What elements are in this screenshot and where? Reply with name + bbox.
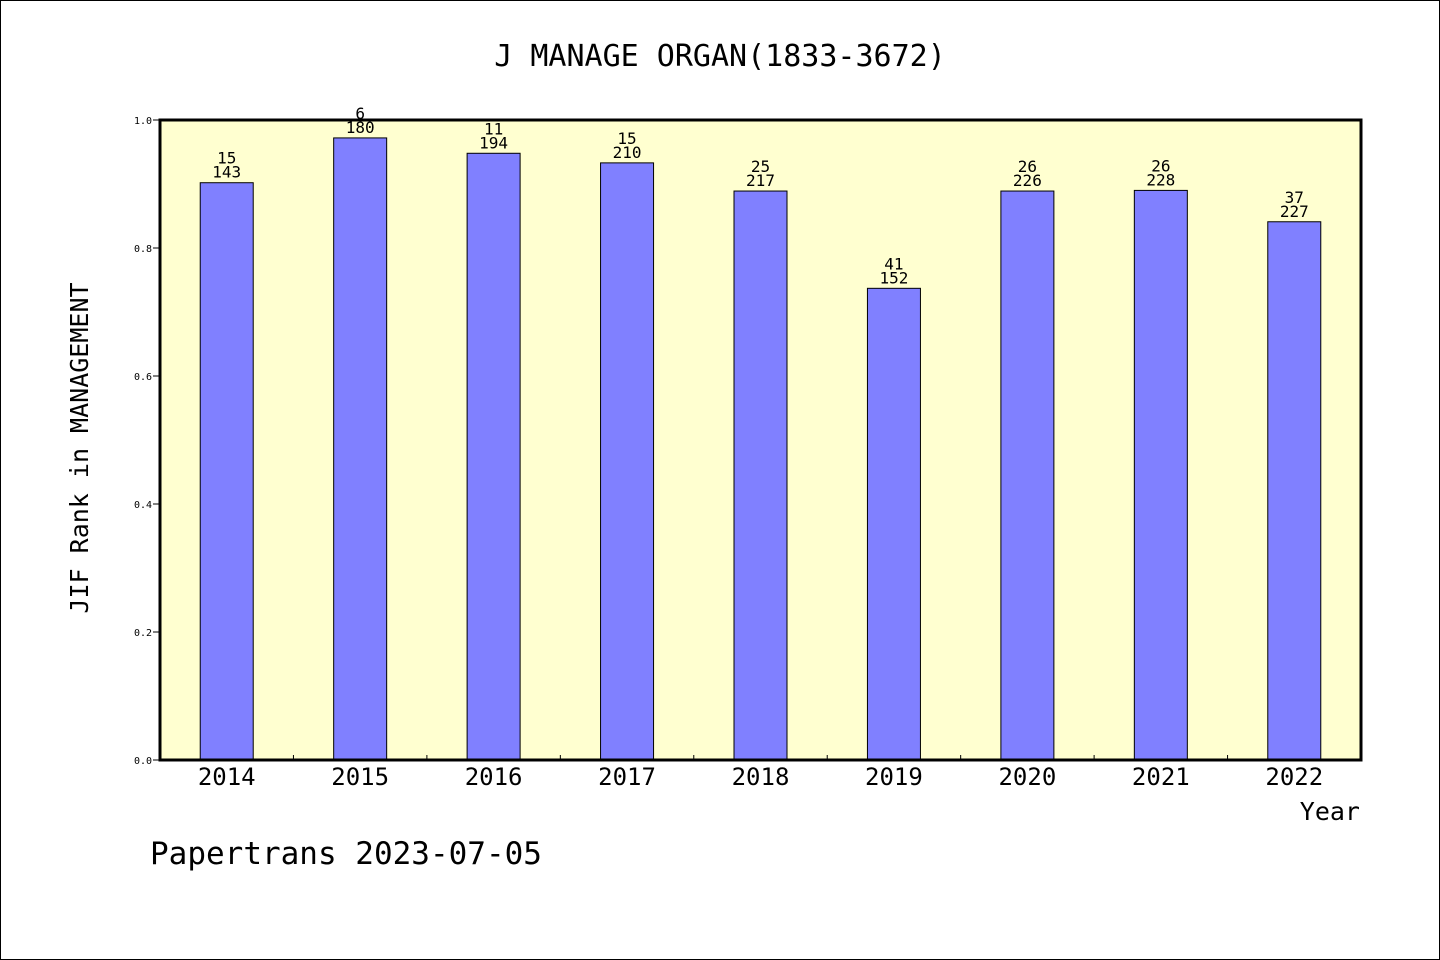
bar-rank-label: 26	[1151, 156, 1170, 175]
chart-title: J MANAGE ORGAN(1833-3672)	[494, 39, 946, 74]
bar-2016	[466, 152, 521, 761]
x-tick-label: 2021	[1132, 763, 1190, 791]
bar-rank-label: 41	[884, 254, 903, 273]
x-tick-label: 2014	[198, 763, 256, 791]
bar-total-label: 226	[1013, 171, 1042, 190]
plot-border	[158, 118, 1363, 762]
x-tick-label: 2018	[732, 763, 790, 791]
x-tick-label: 2020	[998, 763, 1056, 791]
footer-source-date: Papertrans 2023-07-05	[150, 836, 542, 872]
y-axis: 0.0 0.2 0.4 0.6 0.8 1.0	[134, 116, 160, 767]
x-tick-label: 2015	[331, 763, 389, 791]
x-tick-label: 2017	[598, 763, 656, 791]
bar-total-label: 152	[879, 268, 908, 287]
y-tick-label: 0.6	[134, 372, 152, 383]
y-tick-label: 0.8	[134, 244, 152, 255]
bar-2018	[733, 190, 788, 761]
bar-total-label: 227	[1280, 202, 1309, 221]
bar-rank-label: 25	[751, 157, 770, 176]
bar-rank-label: 37	[1285, 188, 1304, 207]
bar-total-label: 217	[746, 171, 775, 190]
x-tick-label: 2019	[865, 763, 923, 791]
x-tick-label: 2022	[1265, 763, 1323, 791]
bar-total-label: 194	[479, 133, 508, 152]
bar-rank-label: 15	[217, 149, 236, 168]
bar-2015	[333, 137, 388, 761]
bar-total-label: 210	[613, 143, 642, 162]
bar-rank-label: 11	[484, 119, 503, 138]
y-tick-label: 0.0	[134, 756, 152, 767]
y-axis-label: JIF Rank in MANAGEMENT	[65, 282, 94, 613]
bar-2014	[199, 182, 254, 761]
x-tick-label: 2016	[465, 763, 523, 791]
bar-2019	[866, 287, 921, 761]
bar-rank-label: 6	[355, 104, 365, 123]
bar-2017	[600, 162, 655, 761]
bar-rank-label: 26	[1018, 157, 1037, 176]
bar-2021	[1133, 189, 1188, 761]
bar-2020	[1000, 190, 1055, 761]
bar-total-label: 228	[1146, 170, 1175, 189]
y-tick-label: 1.0	[134, 116, 152, 127]
bar-total-label: 180	[346, 118, 375, 137]
bar-rank-label: 15	[617, 129, 636, 148]
x-axis: 2014 2015 2016 2017 2018 2019 2020 2021 2022	[198, 755, 1323, 791]
y-tick-label: 0.4	[134, 500, 152, 511]
bar-total-label: 143	[212, 163, 241, 182]
x-axis-label: Year	[1300, 797, 1360, 826]
bar-2022	[1267, 221, 1322, 761]
y-tick-label: 0.2	[134, 628, 152, 639]
